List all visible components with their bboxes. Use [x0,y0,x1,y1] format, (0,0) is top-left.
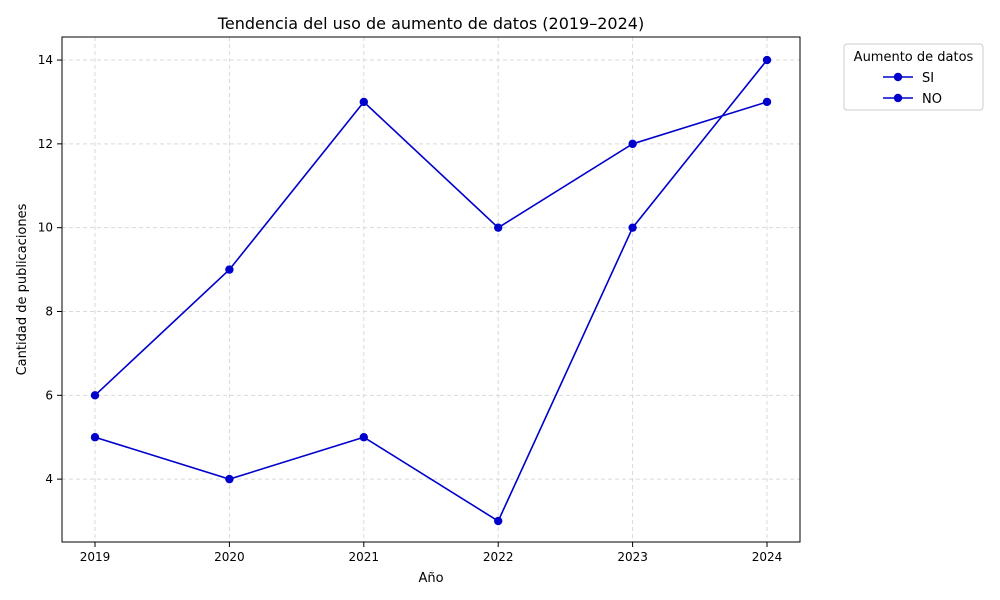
legend-label-no: NO [922,92,942,107]
data-point-si [494,516,503,526]
data-point-si [359,433,368,442]
y-tick-label: 8 [45,305,53,319]
legend-item-si: SI [883,71,934,86]
series-si [90,55,772,526]
data-point-si [225,474,234,484]
data-point-no [494,223,503,232]
grid [62,37,800,542]
x-tick-label: 2023 [617,550,648,564]
y-tick-label: 10 [38,221,53,235]
y-tick-label: 12 [38,137,53,151]
x-tick-label: 2024 [752,550,783,564]
x-tick-label: 2019 [80,550,111,564]
x-tick-label: 2022 [483,550,514,564]
data-point-no [628,139,637,149]
legend: Aumento de datos SI NO [843,43,984,111]
legend-item-no: NO [883,92,942,107]
y-tick-label: 6 [45,388,53,402]
x-tick-label: 2021 [349,550,380,564]
x-axis-ticks: 2019 2020 2021 2022 2023 2024 [80,542,783,564]
series-line-si [94,59,768,523]
x-tick-label: 2020 [214,550,245,564]
legend-label-si: SI [922,71,934,86]
legend-title: Aumento de datos [854,50,974,65]
legend-marker-si [893,72,903,82]
series-line-no [94,100,768,396]
y-axis-ticks: 4 6 8 10 12 14 [38,53,62,486]
legend-items: SI NO [883,71,942,107]
plot-frame [61,36,801,543]
data-point-no [225,265,234,274]
y-axis-label: Cantidad de publicaciones [15,203,30,375]
chart-title: Tendencia del uso de aumento de datos (2… [217,14,644,33]
data-point-si [628,223,637,232]
series-no [90,97,772,400]
series-layer [90,55,772,526]
y-tick-label: 4 [45,472,53,486]
x-axis-label: Año [418,571,443,586]
data-point-no [359,97,368,107]
y-tick-label: 14 [38,53,53,67]
legend-box [843,43,984,111]
legend-marker-no [893,93,903,103]
data-point-no [762,97,772,107]
data-point-si [762,55,772,65]
data-point-si [90,433,100,442]
data-point-no [90,391,100,400]
